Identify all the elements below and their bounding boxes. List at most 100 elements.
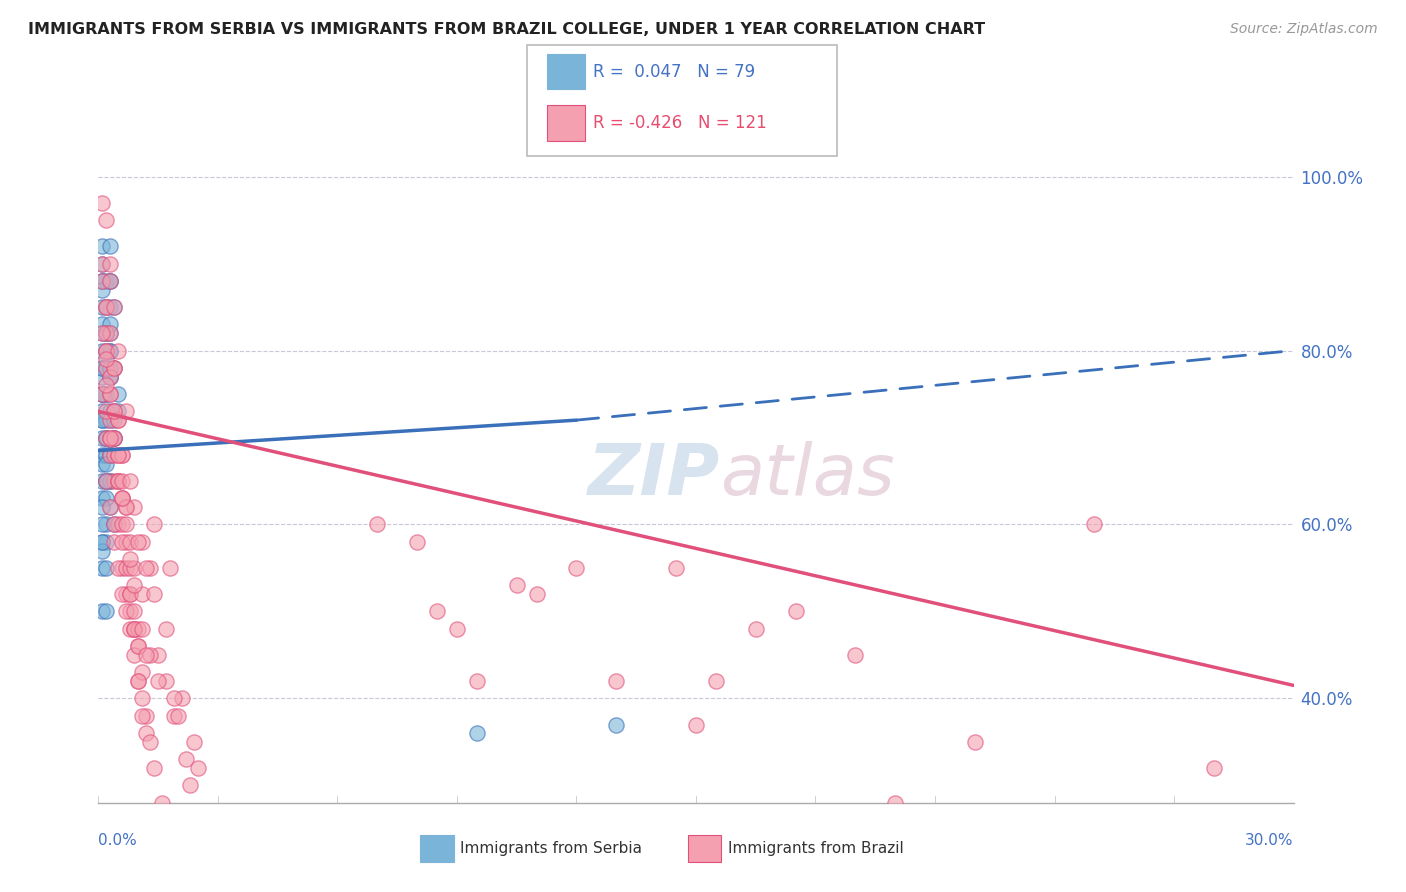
Point	[91, 387, 114, 401]
Point	[139, 735, 162, 749]
Point	[135, 726, 157, 740]
Point	[91, 274, 114, 288]
Point	[131, 622, 153, 636]
Point	[111, 474, 134, 488]
Point	[96, 474, 118, 488]
Point	[103, 431, 125, 445]
Point	[665, 561, 688, 575]
Point	[91, 491, 114, 506]
Point	[115, 404, 138, 418]
Point	[96, 300, 118, 314]
Point	[704, 674, 727, 689]
Point	[96, 343, 118, 358]
Point	[963, 735, 986, 749]
Point	[91, 283, 114, 297]
Point	[143, 761, 166, 775]
Point	[91, 535, 114, 549]
Point	[91, 387, 114, 401]
Point	[96, 343, 118, 358]
Point	[167, 708, 190, 723]
Point	[91, 274, 114, 288]
Text: Source: ZipAtlas.com: Source: ZipAtlas.com	[1230, 22, 1378, 37]
Point	[183, 735, 205, 749]
Point	[91, 517, 114, 532]
Point	[111, 561, 134, 575]
Point	[103, 360, 125, 375]
Point	[844, 648, 866, 662]
Point	[111, 448, 134, 462]
Point	[96, 431, 118, 445]
Point	[111, 587, 134, 601]
Point	[565, 561, 588, 575]
Point	[124, 578, 146, 592]
Point	[91, 543, 114, 558]
Point	[115, 587, 138, 601]
Point	[131, 587, 153, 601]
Point	[884, 796, 907, 810]
Text: ZIP: ZIP	[588, 442, 720, 510]
Point	[100, 274, 122, 288]
Point	[100, 431, 122, 445]
Point	[506, 578, 529, 592]
Point	[91, 561, 114, 575]
Point	[446, 622, 468, 636]
Point	[91, 413, 114, 427]
Point	[107, 343, 129, 358]
Point	[100, 387, 122, 401]
Point	[96, 448, 118, 462]
Point	[100, 326, 122, 341]
Point	[96, 404, 118, 418]
Point	[96, 360, 118, 375]
Point	[100, 274, 122, 288]
Point	[1083, 517, 1105, 532]
Point	[526, 587, 548, 601]
Point	[91, 274, 114, 288]
Point	[91, 404, 114, 418]
Point	[115, 500, 138, 514]
Point	[91, 535, 114, 549]
Point	[96, 274, 118, 288]
Point	[103, 431, 125, 445]
Point	[124, 622, 146, 636]
Point	[91, 605, 114, 619]
Point	[96, 431, 118, 445]
Point	[96, 413, 118, 427]
Point	[91, 387, 114, 401]
Point	[100, 500, 122, 514]
Point	[100, 448, 122, 462]
Point	[100, 300, 122, 314]
Point	[179, 778, 201, 793]
Point	[120, 561, 142, 575]
Point	[107, 413, 129, 427]
Point	[135, 648, 157, 662]
Text: Immigrants from Serbia: Immigrants from Serbia	[460, 841, 641, 855]
Point	[127, 639, 149, 653]
Point	[103, 413, 125, 427]
Point	[115, 500, 138, 514]
Point	[366, 517, 388, 532]
Point	[107, 387, 129, 401]
Point	[96, 326, 118, 341]
Point	[91, 239, 114, 253]
Point	[120, 587, 142, 601]
Point	[131, 665, 153, 680]
Point	[103, 404, 125, 418]
Point	[91, 431, 114, 445]
Point	[107, 448, 129, 462]
Point	[745, 622, 768, 636]
Point	[124, 561, 146, 575]
Point	[96, 343, 118, 358]
Point	[96, 352, 118, 367]
Point	[124, 605, 146, 619]
Point	[131, 535, 153, 549]
Point	[100, 369, 122, 384]
Point	[100, 318, 122, 332]
Point	[96, 517, 118, 532]
Point	[107, 474, 129, 488]
Point	[135, 708, 157, 723]
Point	[96, 378, 118, 392]
Point	[91, 318, 114, 332]
Point	[124, 622, 146, 636]
Point	[96, 474, 118, 488]
Point	[148, 648, 170, 662]
